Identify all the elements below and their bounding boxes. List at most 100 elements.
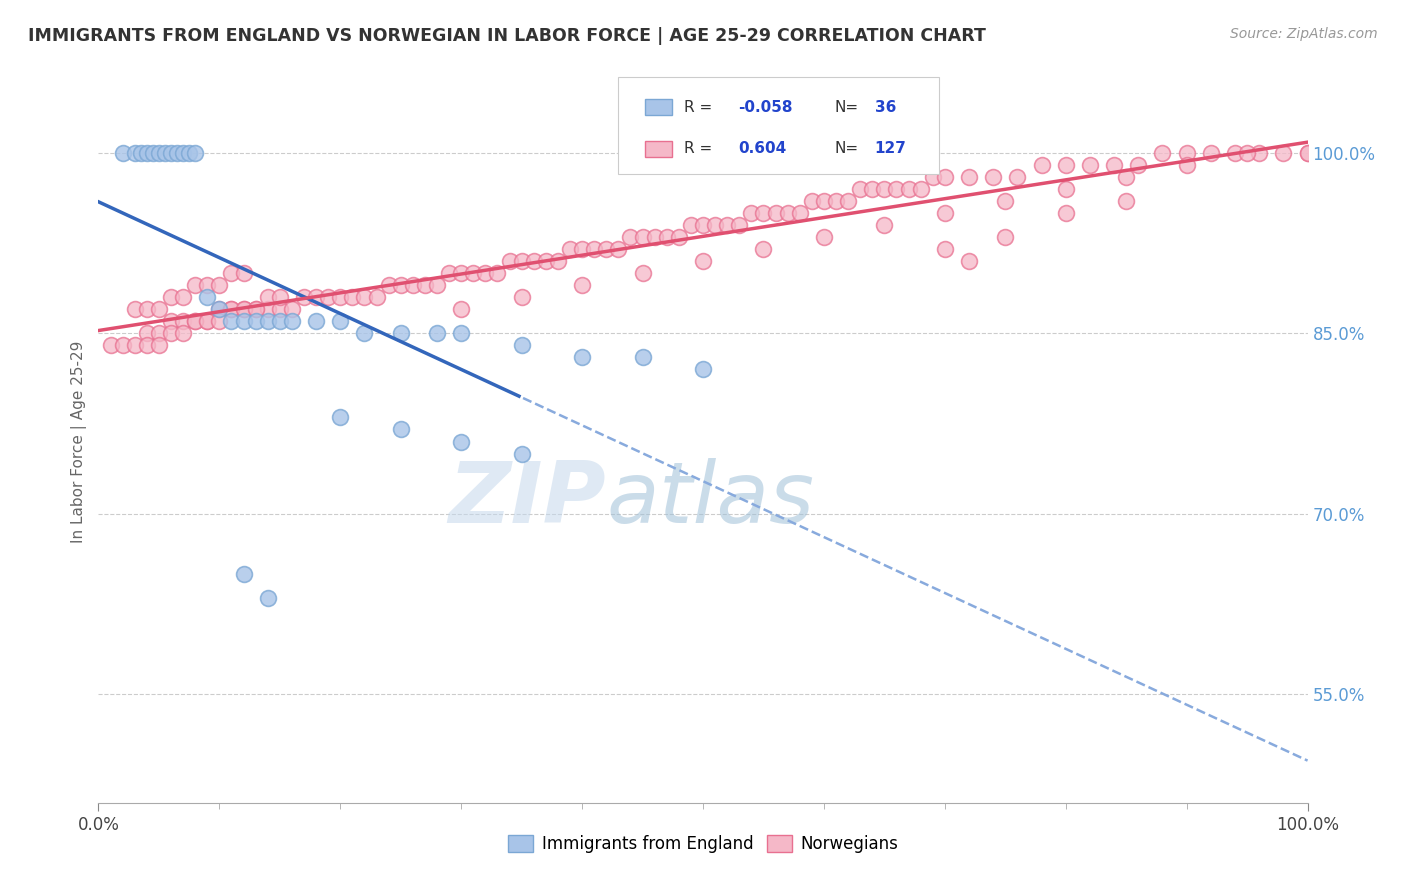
Point: [245, 314, 267, 328]
Point: [1175, 145, 1198, 160]
Point: [1249, 145, 1271, 160]
Text: IMMIGRANTS FROM ENGLAND VS NORWEGIAN IN LABOR FORCE | AGE 25-29 CORRELATION CHAR: IMMIGRANTS FROM ENGLAND VS NORWEGIAN IN …: [28, 27, 986, 45]
Point: [184, 277, 207, 292]
Point: [583, 242, 606, 256]
Point: [558, 242, 581, 256]
Point: [595, 242, 617, 256]
Point: [184, 314, 207, 328]
Text: 36: 36: [875, 100, 896, 115]
Point: [256, 290, 278, 304]
Point: [329, 290, 352, 304]
Point: [269, 301, 291, 317]
Point: [172, 145, 194, 160]
Point: [849, 181, 872, 195]
Point: [172, 326, 194, 341]
Point: [450, 434, 472, 449]
Point: [221, 314, 243, 328]
Point: [619, 229, 641, 244]
Point: [281, 301, 304, 317]
Point: [631, 351, 654, 365]
Point: [269, 290, 291, 304]
Point: [510, 253, 533, 268]
Point: [765, 205, 787, 219]
Point: [1152, 145, 1174, 160]
Point: [195, 277, 218, 292]
Point: [800, 194, 823, 208]
Legend: Immigrants from England, Norwegians: Immigrants from England, Norwegians: [502, 828, 904, 860]
Point: [1054, 157, 1077, 171]
Point: [329, 410, 352, 425]
Point: [752, 205, 775, 219]
Point: [510, 446, 533, 460]
Point: [195, 290, 218, 304]
Point: [160, 326, 183, 341]
Point: [316, 290, 339, 304]
Point: [129, 145, 152, 160]
Point: [124, 301, 146, 317]
Point: [655, 229, 678, 244]
Point: [692, 218, 714, 232]
FancyBboxPatch shape: [619, 77, 939, 174]
Point: [269, 314, 291, 328]
Point: [607, 242, 630, 256]
Point: [172, 290, 194, 304]
Point: [135, 145, 157, 160]
Text: 127: 127: [875, 141, 907, 156]
Point: [921, 169, 943, 184]
Point: [740, 205, 762, 219]
Point: [153, 145, 176, 160]
Point: [534, 253, 557, 268]
Point: [837, 194, 859, 208]
Text: N=: N=: [835, 141, 859, 156]
Point: [1007, 169, 1029, 184]
Point: [413, 277, 436, 292]
Point: [281, 314, 304, 328]
Point: [179, 145, 201, 160]
Point: [547, 253, 569, 268]
Point: [1054, 205, 1077, 219]
Point: [1223, 145, 1246, 160]
Point: [813, 194, 835, 208]
Point: [897, 181, 920, 195]
Point: [100, 338, 122, 352]
Point: [208, 301, 231, 317]
Point: [825, 194, 848, 208]
Point: [981, 169, 1004, 184]
Point: [124, 145, 146, 160]
Point: [813, 229, 835, 244]
Point: [1128, 157, 1150, 171]
Y-axis label: In Labor Force | Age 25-29: In Labor Force | Age 25-29: [72, 341, 87, 542]
Text: ZIP: ZIP: [449, 458, 606, 541]
Point: [148, 145, 170, 160]
Point: [692, 362, 714, 376]
Point: [957, 169, 980, 184]
Point: [305, 290, 328, 304]
Point: [728, 218, 751, 232]
Point: [135, 326, 157, 341]
Text: R =: R =: [683, 141, 711, 156]
Point: [486, 266, 509, 280]
Point: [148, 338, 170, 352]
FancyBboxPatch shape: [645, 99, 672, 115]
Point: [450, 266, 472, 280]
Point: [366, 290, 388, 304]
Point: [342, 290, 364, 304]
Point: [160, 145, 183, 160]
Point: [172, 314, 194, 328]
Point: [353, 326, 375, 341]
Point: [232, 314, 254, 328]
Point: [402, 277, 425, 292]
Point: [184, 145, 207, 160]
Point: [389, 326, 412, 341]
Point: [860, 181, 883, 195]
Point: [256, 314, 278, 328]
Point: [498, 253, 520, 268]
Point: [389, 277, 412, 292]
Point: [305, 314, 328, 328]
Point: [873, 181, 896, 195]
Point: [1115, 169, 1137, 184]
Point: [160, 290, 183, 304]
Point: [208, 301, 231, 317]
Text: R =: R =: [683, 100, 711, 115]
Point: [245, 301, 267, 317]
